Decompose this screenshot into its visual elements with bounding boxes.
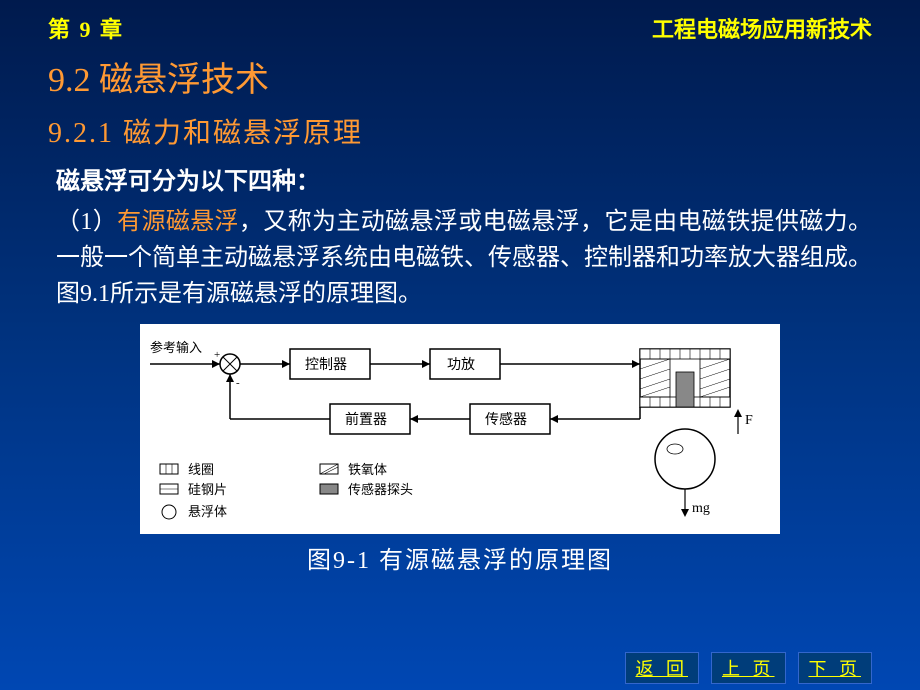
nav-buttons: 返 回 上 页 下 页 — [625, 652, 873, 684]
prev-button[interactable]: 上 页 — [711, 652, 786, 684]
diagram-svg: 参考输入 + - 控制器 功放 — [140, 324, 780, 534]
input-label-text: 参考输入 — [150, 340, 202, 355]
para-highlight: 有源磁悬浮 — [117, 209, 239, 235]
chapter-label: 第 9 章 — [48, 12, 124, 44]
weight-label: mg — [692, 501, 710, 516]
slide-header: 第 9 章 工程电磁场应用新技术 — [0, 0, 920, 44]
legend-coil: 线圈 — [188, 462, 214, 477]
body-paragraph: （1）有源磁悬浮，又称为主动磁悬浮或电磁悬浮，它是由电磁铁提供磁力。一般一个简单… — [0, 200, 920, 316]
section-title: 9.2 磁悬浮技术 — [0, 44, 920, 105]
next-button[interactable]: 下 页 — [798, 652, 873, 684]
chapter-title: 工程电磁场应用新技术 — [652, 12, 872, 44]
force-label: F — [745, 413, 753, 428]
para-prefix: （1） — [56, 209, 117, 235]
legend-silicon: 硅钢片 — [188, 482, 227, 497]
power-label: 功放 — [447, 357, 475, 373]
minus-sign: - — [236, 377, 240, 389]
back-button[interactable]: 返 回 — [625, 652, 700, 684]
legend-float: 悬浮体 — [188, 504, 227, 519]
figure-caption: 图9-1 有源磁悬浮的原理图 — [0, 534, 920, 575]
diagram-container: 参考输入 + - 控制器 功放 — [140, 324, 780, 534]
subsection-title: 9.2.1 磁力和磁悬浮原理 — [0, 105, 920, 155]
plus-sign: + — [214, 349, 220, 361]
legend-probe: 传感器探头 — [348, 482, 413, 497]
preamp-label: 前置器 — [345, 411, 387, 428]
legend-ferrite: 铁氧体 — [348, 462, 387, 477]
sensor-label: 传感器 — [485, 411, 527, 428]
subheading: 磁悬浮可分为以下四种： — [0, 155, 920, 200]
controller-label: 控制器 — [305, 357, 347, 373]
